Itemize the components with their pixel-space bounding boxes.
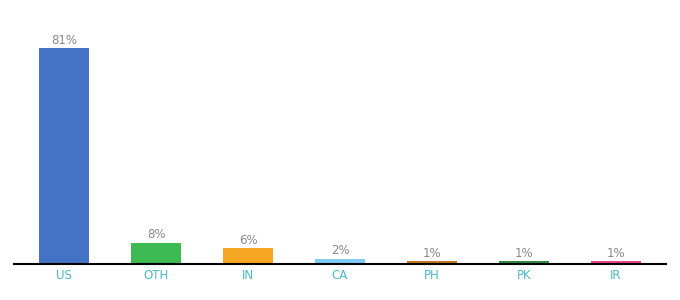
Bar <box>39 48 90 264</box>
Bar <box>498 261 549 264</box>
Text: 1%: 1% <box>515 247 533 260</box>
Text: 81%: 81% <box>51 34 77 47</box>
Text: 1%: 1% <box>423 247 441 260</box>
Text: 8%: 8% <box>147 228 165 241</box>
Text: 2%: 2% <box>330 244 350 257</box>
Bar <box>407 261 457 264</box>
Bar <box>131 243 182 264</box>
Text: 6%: 6% <box>239 234 257 247</box>
Bar <box>590 261 641 264</box>
Bar <box>315 259 365 264</box>
Bar <box>223 248 273 264</box>
Text: 1%: 1% <box>607 247 625 260</box>
